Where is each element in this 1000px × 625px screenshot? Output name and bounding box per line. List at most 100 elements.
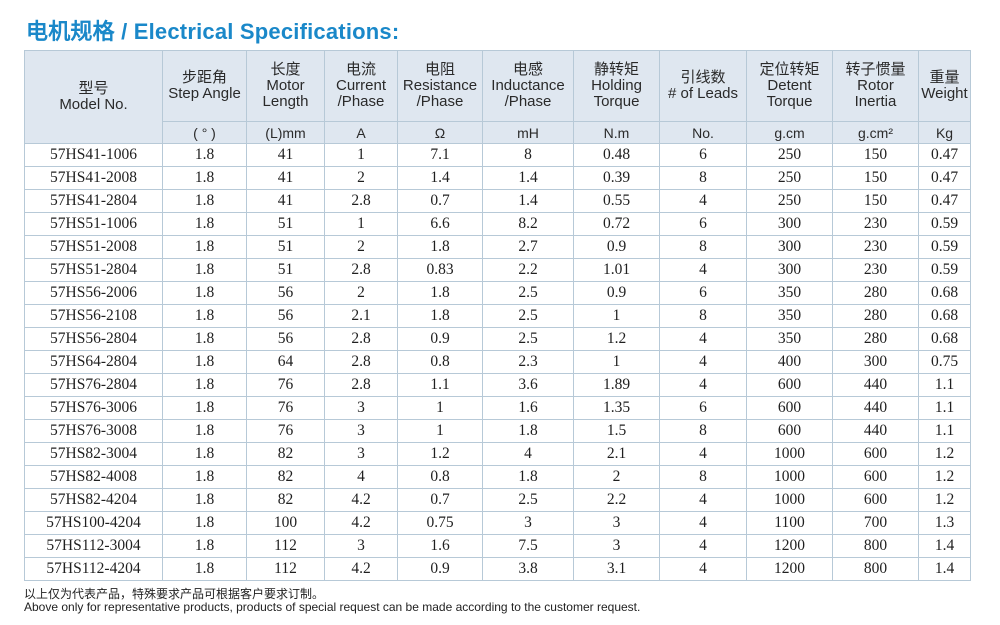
cell-holding-torque: 0.55 [573, 189, 660, 213]
cell-inductance: 1.8 [482, 419, 574, 443]
page-title: 电机规格 / Electrical Specifications: [26, 19, 400, 44]
header-current-cn: 电流 [345, 61, 376, 78]
spec-table: 型号 Model No. 步距角 Step Angle 长度 Motor Length 电… [24, 50, 971, 581]
cell-leads: 4 [659, 373, 747, 397]
cell-weight: 0.68 [918, 304, 971, 328]
cell-leads: 6 [659, 281, 747, 305]
cell-motor-length: 100 [246, 511, 325, 535]
table-row: 57HS56-2804 1.8 56 2.8 0.9 2.5 1.2 4 350 280 0.68 [24, 327, 971, 351]
cell-detent-torque: 350 [746, 304, 833, 328]
cell-inductance: 2.7 [482, 235, 574, 259]
unit-holding-torque: N.m [573, 121, 660, 144]
cell-detent-torque: 350 [746, 327, 833, 351]
header-model-en: Model No. [59, 96, 128, 113]
header-resistance-en: /Phase [416, 93, 464, 110]
table-row: 57HS51-2008 1.8 51 2 1.8 2.7 0.9 8 300 230 0.59 [24, 235, 971, 259]
cell-weight: 1.2 [918, 442, 971, 466]
cell-current: 4.2 [324, 511, 398, 535]
cell-model: 57HS41-2804 [24, 189, 163, 213]
cell-holding-torque: 1 [573, 350, 660, 374]
cell-holding-torque: 1.01 [573, 258, 660, 282]
cell-holding-torque: 0.48 [573, 143, 660, 167]
cell-motor-length: 41 [246, 166, 325, 190]
table-row: 57HS76-3006 1.8 76 3 1 1.6 1.35 6 600 440 1.1 [24, 396, 971, 420]
cell-resistance: 1.6 [397, 534, 483, 558]
table-row: 57HS64-2804 1.8 64 2.8 0.8 2.3 1 4 400 300 0.75 [24, 350, 971, 374]
cell-inductance: 1.8 [482, 465, 574, 489]
cell-weight: 0.59 [918, 258, 971, 282]
cell-holding-torque: 1.35 [573, 396, 660, 420]
header-detent-torque-en: Detent [767, 77, 812, 94]
cell-motor-length: 112 [246, 534, 325, 558]
unit-inductance: mH [482, 121, 574, 144]
cell-model: 57HS56-2108 [24, 304, 163, 328]
header-detent-torque: 定位转矩 Detent Torque [746, 50, 833, 122]
cell-inductance: 4 [482, 442, 574, 466]
cell-step-angle: 1.8 [162, 465, 247, 489]
header-rotor-inertia-cn: 转子惯量 [845, 61, 906, 78]
cell-leads: 8 [659, 465, 747, 489]
cell-weight: 1.1 [918, 373, 971, 397]
header-rotor-inertia: 转子惯量 Rotor Inertia [832, 50, 919, 122]
cell-weight: 0.59 [918, 212, 971, 236]
header-motor-length-en: Motor [266, 77, 305, 94]
table-row: 57HS112-4204 1.8 112 4.2 0.9 3.8 3.1 4 1200 800 1.… [24, 557, 971, 581]
table-row: 57HS56-2006 1.8 56 2 1.8 2.5 0.9 6 350 280 0.68 [24, 281, 971, 305]
cell-step-angle: 1.8 [162, 442, 247, 466]
unit-step-angle: ( ° ) [162, 121, 247, 144]
cell-leads: 4 [659, 327, 747, 351]
header-row: 型号 Model No. 步距角 Step Angle 长度 Motor Length 电… [24, 50, 971, 144]
cell-model: 57HS51-2804 [24, 258, 163, 282]
header-rotor-inertia-en: Rotor [857, 77, 894, 94]
cell-step-angle: 1.8 [162, 350, 247, 374]
header-holding-torque-cn: 静转矩 [593, 61, 639, 78]
cell-inductance: 8 [482, 143, 574, 167]
cell-resistance: 1.8 [397, 235, 483, 259]
cell-rotor-inertia: 230 [832, 212, 919, 236]
cell-motor-length: 82 [246, 442, 325, 466]
cell-rotor-inertia: 150 [832, 189, 919, 213]
cell-detent-torque: 350 [746, 281, 833, 305]
cell-current: 4 [324, 465, 398, 489]
cell-motor-length: 56 [246, 327, 325, 351]
header-weight-en: Weight [921, 85, 968, 102]
cell-leads: 8 [659, 235, 747, 259]
cell-current: 2.8 [324, 350, 398, 374]
cell-holding-torque: 2 [573, 465, 660, 489]
cell-motor-length: 41 [246, 143, 325, 167]
cell-current: 1 [324, 143, 398, 167]
cell-resistance: 0.7 [397, 488, 483, 512]
header-holding-torque: 静转矩 Holding Torque [573, 50, 660, 122]
header-step-angle: 步距角 Step Angle [162, 50, 247, 122]
table-row: 57HS82-3004 1.8 82 3 1.2 4 2.1 4 1000 600 1.2 [24, 442, 971, 466]
cell-weight: 0.47 [918, 143, 971, 167]
header-detent-torque-en: Torque [766, 93, 813, 110]
cell-resistance: 1.8 [397, 304, 483, 328]
cell-rotor-inertia: 230 [832, 258, 919, 282]
header-holding-torque-en: Torque [593, 93, 640, 110]
cell-rotor-inertia: 280 [832, 304, 919, 328]
cell-holding-torque: 0.9 [573, 281, 660, 305]
cell-model: 57HS112-3004 [24, 534, 163, 558]
cell-model: 57HS82-4204 [24, 488, 163, 512]
table-body: 57HS41-1006 1.8 41 1 7.1 8 0.48 6 250 150 0.47 57HS… [24, 143, 971, 581]
cell-detent-torque: 250 [746, 166, 833, 190]
cell-holding-torque: 1.89 [573, 373, 660, 397]
cell-model: 57HS82-4008 [24, 465, 163, 489]
cell-leads: 4 [659, 534, 747, 558]
header-rotor-inertia-en: Inertia [854, 93, 897, 110]
cell-current: 3 [324, 442, 398, 466]
cell-leads: 8 [659, 304, 747, 328]
cell-motor-length: 76 [246, 419, 325, 443]
header-detent-torque-cn: 定位转矩 [759, 61, 820, 78]
cell-weight: 0.47 [918, 189, 971, 213]
cell-resistance: 6.6 [397, 212, 483, 236]
cell-leads: 6 [659, 396, 747, 420]
header-current: 电流 Current/Phase [324, 50, 398, 122]
cell-inductance: 1.4 [482, 166, 574, 190]
cell-rotor-inertia: 600 [832, 442, 919, 466]
cell-motor-length: 82 [246, 465, 325, 489]
cell-current: 2.8 [324, 258, 398, 282]
cell-detent-torque: 1000 [746, 465, 833, 489]
